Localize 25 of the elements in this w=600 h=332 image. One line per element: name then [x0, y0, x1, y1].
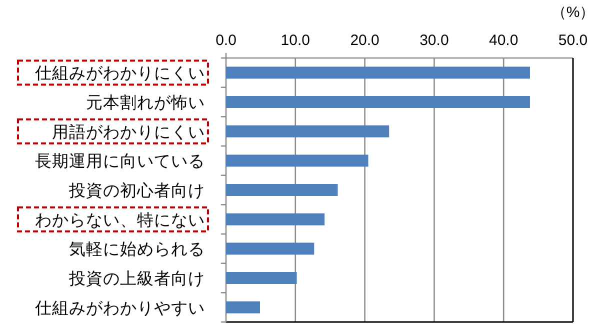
- x-tick-label: 30.0: [420, 32, 449, 49]
- y-tick-label: わからない、特にない: [35, 211, 205, 230]
- bar: [226, 272, 297, 284]
- y-tick-label: 投資の上級者向け: [68, 270, 205, 288]
- y-tick-label: 用語がわかりにくい: [52, 122, 205, 142]
- x-tick-label: 40.0: [489, 32, 518, 49]
- x-tick-label: 10.0: [280, 32, 310, 49]
- bar: [226, 66, 530, 79]
- x-axis-title: （%）: [551, 4, 595, 21]
- y-tick-label: 長期運用に向いている: [35, 152, 205, 171]
- bar: [226, 154, 368, 167]
- bar: [226, 213, 325, 226]
- bar: [226, 184, 338, 196]
- y-tick-label: 投資の初心者向け: [68, 181, 205, 200]
- y-tick-label: 仕組みがわかりにくい: [34, 64, 205, 83]
- bar: [226, 242, 314, 255]
- bar: [226, 96, 530, 108]
- x-tick-label: 0.0: [216, 32, 236, 49]
- bar: [226, 125, 390, 138]
- x-tick-label: 20.0: [350, 32, 380, 49]
- y-tick-label: 仕組みがわかりやすい: [34, 299, 205, 318]
- x-tick-label: 50.0: [558, 32, 588, 49]
- bar: [226, 301, 260, 314]
- y-tick-label: 気軽に始められる: [69, 240, 205, 259]
- y-tick-label: 元本割れが怖い: [86, 93, 205, 112]
